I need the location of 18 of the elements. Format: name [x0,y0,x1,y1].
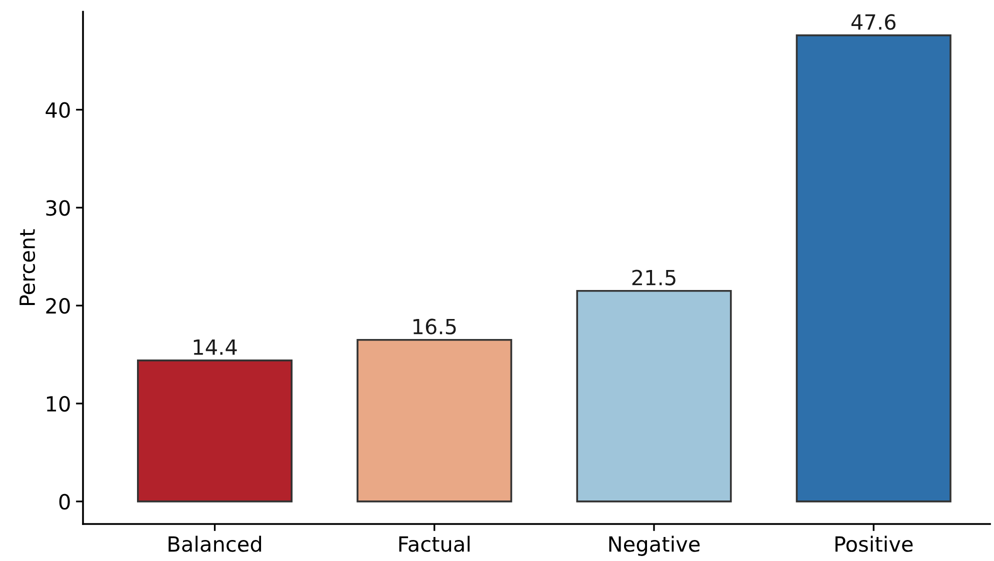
x-tick-label: Factual [399,536,470,552]
bar [576,290,732,502]
y-tick-label: 10 [46,396,70,412]
x-tick-label: Balanced [168,536,262,552]
x-tick-label: Negative [609,536,700,556]
bar [356,338,512,502]
bar [796,34,952,502]
data-label: 14.4 [194,340,237,355]
x-tick-label: Positive [836,536,913,552]
data-label: 16.5 [413,318,456,334]
bar [137,360,293,502]
y-tick-label: 40 [46,102,70,118]
y-axis-title: Percent [20,229,36,306]
y-tick-label: 20 [46,298,70,314]
data-label: 21.5 [632,270,676,286]
y-tick-label: 0 [59,494,70,510]
data-label: 47.6 [851,14,896,30]
y-tick-label: 30 [46,200,70,216]
